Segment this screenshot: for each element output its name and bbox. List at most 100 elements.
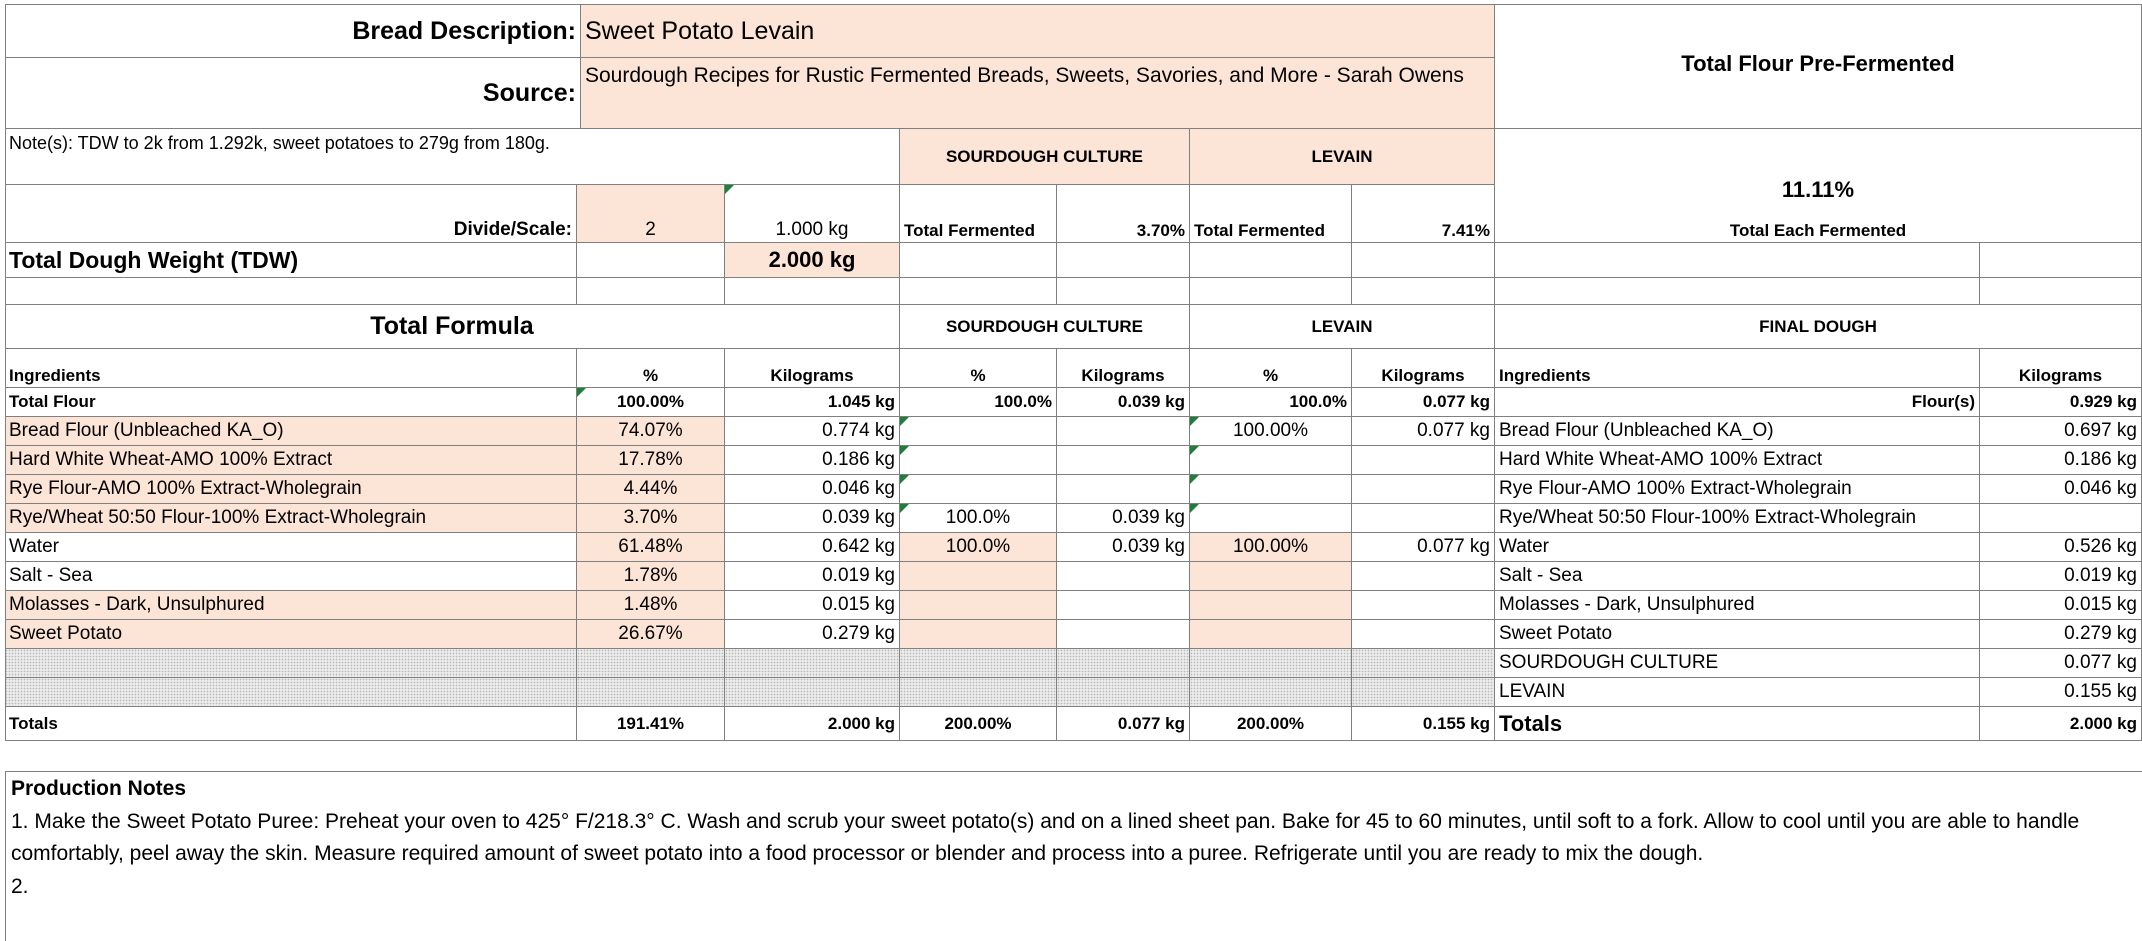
ingredient-kilograms[interactable]: 0.015 kg: [725, 591, 900, 620]
ingredient-kilograms[interactable]: [725, 678, 900, 707]
ingredient-kilograms[interactable]: 0.774 kg: [725, 417, 900, 446]
empty-cell[interactable]: [900, 243, 1057, 278]
ingredient-name[interactable]: Salt - Sea: [5, 562, 577, 591]
ingredient-percent[interactable]: 1.78%: [577, 562, 725, 591]
sourdough-percent[interactable]: [900, 475, 1057, 504]
levain-percent[interactable]: 100.0%: [1190, 388, 1352, 417]
final-dough-kilograms[interactable]: 0.155 kg: [1980, 678, 2142, 707]
ingredient-percent[interactable]: 26.67%: [577, 620, 725, 649]
ingredient-percent[interactable]: 61.48%: [577, 533, 725, 562]
empty-cell[interactable]: [577, 243, 725, 278]
levain-kilograms[interactable]: [1352, 446, 1495, 475]
levain-percent[interactable]: [1190, 562, 1352, 591]
spacer-cell[interactable]: [1352, 278, 1495, 305]
sourdough-percent[interactable]: [900, 417, 1057, 446]
ingredient-name[interactable]: [5, 649, 577, 678]
levain-percent[interactable]: 100.00%: [1190, 417, 1352, 446]
ingredient-percent[interactable]: 4.44%: [577, 475, 725, 504]
sourdough-percent[interactable]: [900, 620, 1057, 649]
sourdough-kilograms[interactable]: [1057, 562, 1190, 591]
bread-description-value[interactable]: Sweet Potato Levain: [581, 5, 1495, 58]
ingredient-kilograms[interactable]: 1.045 kg: [725, 388, 900, 417]
notes-cell[interactable]: Note(s): TDW to 2k from 1.292k, sweet po…: [5, 129, 900, 185]
levain-percent[interactable]: 100.00%: [1190, 533, 1352, 562]
ingredient-percent[interactable]: 74.07%: [577, 417, 725, 446]
sourdough-kilograms[interactable]: 0.039 kg: [1057, 504, 1190, 533]
sourdough-percent[interactable]: [900, 446, 1057, 475]
levain-kilograms[interactable]: [1352, 620, 1495, 649]
final-dough-kilograms[interactable]: 0.077 kg: [1980, 649, 2142, 678]
ingredient-percent[interactable]: 100.00%: [577, 388, 725, 417]
sourdough-kilograms[interactable]: [1057, 620, 1190, 649]
final-dough-ingredient[interactable]: Molasses - Dark, Unsulphured: [1495, 591, 1980, 620]
final-dough-ingredient[interactable]: SOURDOUGH CULTURE: [1495, 649, 1980, 678]
ingredient-kilograms[interactable]: 0.019 kg: [725, 562, 900, 591]
levain-percent[interactable]: [1190, 475, 1352, 504]
levain-kilograms[interactable]: [1352, 678, 1495, 707]
final-dough-kilograms[interactable]: 0.046 kg: [1980, 475, 2142, 504]
ingredient-kilograms[interactable]: 0.039 kg: [725, 504, 900, 533]
ingredient-percent[interactable]: 17.78%: [577, 446, 725, 475]
empty-cell[interactable]: [1352, 243, 1495, 278]
sourdough-kilograms[interactable]: [1057, 475, 1190, 504]
ingredient-kilograms[interactable]: 0.046 kg: [725, 475, 900, 504]
sourdough-kilograms[interactable]: [1057, 446, 1190, 475]
unit-weight[interactable]: 1.000 kg: [725, 185, 900, 243]
ingredient-kilograms[interactable]: [725, 649, 900, 678]
levain-percent[interactable]: [1190, 446, 1352, 475]
levain-percent[interactable]: [1190, 504, 1352, 533]
levain-kilograms[interactable]: 0.077 kg: [1352, 533, 1495, 562]
sourdough-percent[interactable]: 100.0%: [900, 388, 1057, 417]
source-value[interactable]: Sourdough Recipes for Rustic Fermented B…: [581, 58, 1495, 129]
final-dough-kilograms[interactable]: 0.015 kg: [1980, 591, 2142, 620]
sourdough-percent[interactable]: 100.0%: [900, 504, 1057, 533]
ingredient-percent[interactable]: [577, 678, 725, 707]
sourdough-kilograms[interactable]: [1057, 417, 1190, 446]
spacer-cell[interactable]: [725, 278, 900, 305]
empty-cell[interactable]: [1190, 243, 1352, 278]
levain-kilograms[interactable]: 0.077 kg: [1352, 388, 1495, 417]
ingredient-name[interactable]: Rye/Wheat 50:50 Flour-100% Extract-Whole…: [5, 504, 577, 533]
ingredient-name[interactable]: [5, 678, 577, 707]
final-dough-ingredient[interactable]: Sweet Potato: [1495, 620, 1980, 649]
levain-percent[interactable]: [1190, 678, 1352, 707]
levain-kilograms[interactable]: [1352, 649, 1495, 678]
levain-percent[interactable]: [1190, 620, 1352, 649]
sourdough-percent[interactable]: [900, 591, 1057, 620]
final-dough-ingredient[interactable]: Hard White Wheat-AMO 100% Extract: [1495, 446, 1980, 475]
ingredient-name[interactable]: Total Flour: [5, 388, 577, 417]
empty-cell[interactable]: [1980, 243, 2142, 278]
ingredient-name[interactable]: Sweet Potato: [5, 620, 577, 649]
spacer-cell[interactable]: [900, 278, 1057, 305]
ingredient-kilograms[interactable]: 0.279 kg: [725, 620, 900, 649]
ingredient-name[interactable]: Water: [5, 533, 577, 562]
final-dough-ingredient[interactable]: Flour(s): [1495, 388, 1980, 417]
spacer-cell[interactable]: [1495, 278, 1980, 305]
final-dough-kilograms[interactable]: 0.697 kg: [1980, 417, 2142, 446]
sourdough-kilograms[interactable]: 0.039 kg: [1057, 388, 1190, 417]
ingredient-name[interactable]: Molasses - Dark, Unsulphured: [5, 591, 577, 620]
sourdough-percent[interactable]: [900, 649, 1057, 678]
sourdough-percent[interactable]: [900, 678, 1057, 707]
ingredient-kilograms[interactable]: 0.186 kg: [725, 446, 900, 475]
levain-percent[interactable]: [1190, 591, 1352, 620]
final-dough-kilograms[interactable]: 0.019 kg: [1980, 562, 2142, 591]
final-dough-kilograms[interactable]: 0.526 kg: [1980, 533, 2142, 562]
final-dough-kilograms[interactable]: 0.279 kg: [1980, 620, 2142, 649]
final-dough-ingredient[interactable]: Water: [1495, 533, 1980, 562]
final-dough-ingredient[interactable]: Salt - Sea: [1495, 562, 1980, 591]
final-dough-ingredient[interactable]: Rye/Wheat 50:50 Flour-100% Extract-Whole…: [1495, 504, 1980, 533]
spacer-cell[interactable]: [1980, 278, 2142, 305]
sourdough-percent[interactable]: [900, 562, 1057, 591]
final-dough-ingredient[interactable]: Bread Flour (Unbleached KA_O): [1495, 417, 1980, 446]
ingredient-percent[interactable]: [577, 649, 725, 678]
production-notes[interactable]: Production Notes 1. Make the Sweet Potat…: [5, 771, 2142, 941]
final-dough-kilograms[interactable]: 0.929 kg: [1980, 388, 2142, 417]
ingredient-kilograms[interactable]: 0.642 kg: [725, 533, 900, 562]
sourdough-percent[interactable]: 100.0%: [900, 533, 1057, 562]
levain-kilograms[interactable]: [1352, 475, 1495, 504]
levain-kilograms[interactable]: 0.077 kg: [1352, 417, 1495, 446]
spacer-cell[interactable]: [1057, 278, 1190, 305]
divide-scale-value[interactable]: 2: [577, 185, 725, 243]
final-dough-kilograms[interactable]: 0.186 kg: [1980, 446, 2142, 475]
